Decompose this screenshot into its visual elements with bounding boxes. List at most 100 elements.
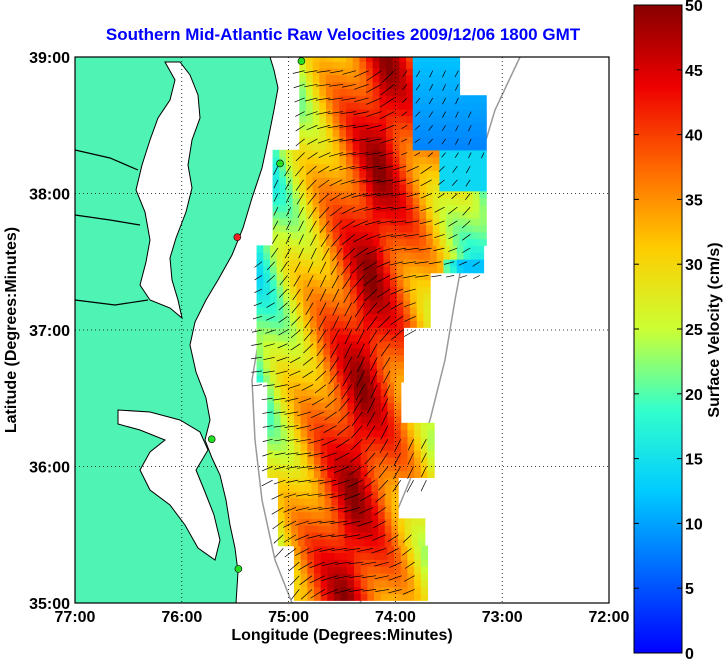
velocity-cell (370, 354, 378, 362)
velocity-cell (291, 525, 299, 533)
velocity-cell (394, 443, 402, 451)
velocity-cell (443, 265, 451, 274)
velocity-arrow (377, 165, 394, 170)
velocity-cell (356, 306, 364, 315)
velocity-cell (387, 409, 395, 417)
velocity-cell (292, 190, 300, 199)
velocity-cell (416, 279, 425, 287)
velocity-arrow (445, 275, 455, 278)
velocity-arrow (330, 534, 348, 538)
velocity-cell (299, 142, 307, 151)
velocity-cell (297, 504, 306, 513)
velocity-cell (363, 286, 371, 294)
velocity-cell (325, 102, 334, 110)
velocity-cell (420, 593, 429, 601)
velocity-arrow (364, 152, 382, 156)
velocity-cell (394, 422, 402, 431)
velocity-cell (406, 74, 414, 83)
velocity-cell (366, 163, 374, 171)
velocity-arrow (327, 111, 344, 115)
velocity-arrow (262, 411, 273, 414)
velocity-arrow (416, 70, 421, 78)
velocity-cell (479, 211, 487, 219)
velocity-cell (360, 586, 368, 595)
velocity-cell (376, 354, 384, 362)
velocity-cell (406, 115, 414, 124)
velocity-cell (269, 245, 278, 253)
velocity-cell (323, 361, 331, 369)
velocity-cell (374, 593, 382, 601)
velocity-cell (352, 177, 360, 185)
velocity-arrow (366, 111, 382, 117)
velocity-cell (285, 183, 294, 192)
velocity-arrow (273, 411, 286, 414)
velocity-arrow (315, 357, 327, 369)
velocity-cell (392, 108, 401, 117)
velocity-cell (272, 211, 280, 219)
velocity-cell (384, 484, 392, 492)
velocity-arrow (310, 411, 324, 419)
velocity-cell (459, 183, 467, 192)
velocity-cell (416, 299, 425, 308)
velocity-cell (256, 279, 264, 287)
velocity-cell (323, 306, 331, 315)
velocity-cell (372, 95, 380, 103)
velocity-cell (419, 190, 427, 199)
velocity-cell (347, 593, 355, 601)
velocity-cell (359, 197, 367, 206)
velocity-arrow (284, 411, 299, 415)
velocity-cell (446, 238, 454, 246)
velocity-arrow (461, 234, 471, 241)
velocity-arrow (297, 479, 312, 483)
velocity-cell (430, 252, 438, 260)
velocity-cell (319, 238, 327, 246)
velocity-arrow (374, 561, 390, 567)
velocity-cell (309, 265, 318, 274)
velocity-cell (284, 511, 292, 519)
velocity-cell (396, 306, 405, 315)
velocity-arrow (327, 384, 340, 397)
velocity-cell (360, 456, 368, 465)
velocity-cell (364, 491, 372, 499)
velocity-arrow (332, 302, 340, 316)
velocity-cell (299, 74, 307, 83)
velocity-cell (391, 532, 399, 540)
velocity-arrow (284, 166, 292, 177)
velocity-cell (439, 88, 447, 96)
velocity-cell (339, 102, 347, 110)
velocity-cell (307, 388, 315, 397)
velocity-cell (269, 265, 278, 274)
velocity-arrow (339, 124, 356, 128)
velocity-cell (312, 218, 320, 226)
velocity-cell (336, 252, 344, 260)
velocity-cell (309, 313, 318, 322)
velocity-cell (350, 368, 358, 376)
velocity-cell (312, 156, 320, 165)
velocity-arrow (390, 302, 404, 310)
velocity-cell (392, 156, 401, 165)
velocity-cell (456, 259, 465, 267)
velocity-cell (394, 395, 402, 403)
velocity-cell (472, 170, 481, 178)
velocity-cell (446, 136, 454, 144)
velocity-cell (416, 252, 425, 260)
velocity-cell (299, 67, 307, 76)
velocity-arrow (401, 124, 408, 129)
velocity-cell (333, 415, 342, 424)
velocity-arrow (254, 275, 263, 281)
velocity-cell (376, 340, 384, 349)
velocity-cell (472, 108, 481, 117)
velocity-arrow (428, 261, 442, 265)
velocity-cell (311, 497, 319, 506)
velocity-cell (333, 559, 342, 567)
velocity-cell (316, 340, 324, 349)
velocity-cell (390, 354, 398, 362)
velocity-cell (446, 177, 454, 185)
velocity-cell (309, 320, 318, 328)
velocity-cell (323, 313, 331, 322)
velocity-cell (319, 183, 327, 192)
velocity-cell (387, 572, 395, 581)
velocity-cell (472, 95, 481, 103)
velocity-cell (323, 327, 331, 335)
velocity-cell (363, 245, 371, 253)
